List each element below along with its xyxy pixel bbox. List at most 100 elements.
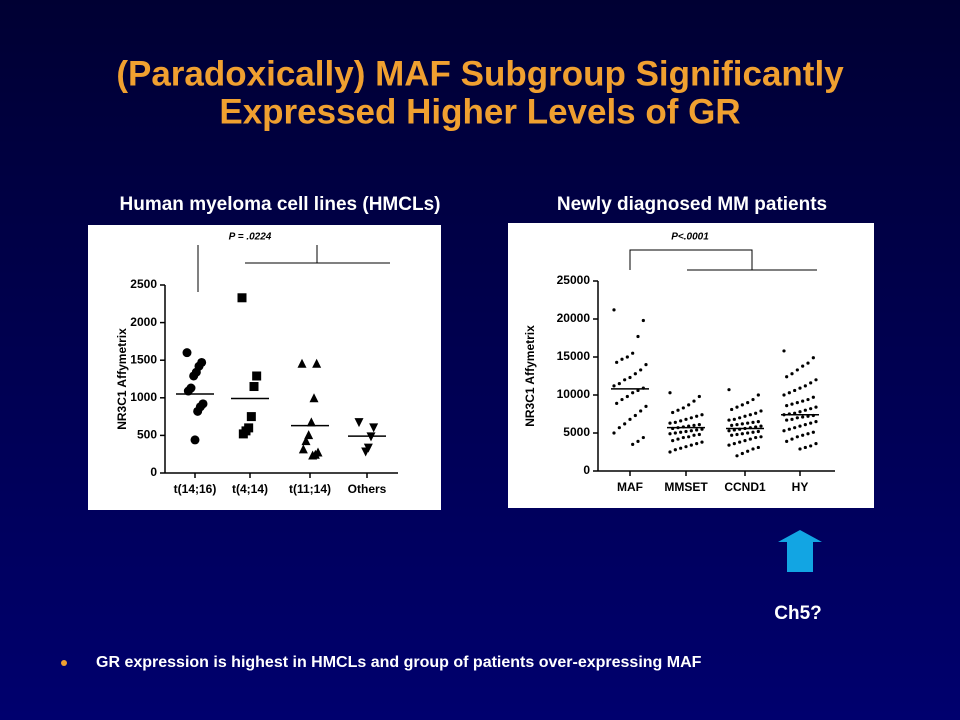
bullet-text: GR expression is highest in HMCLs and gr…: [96, 654, 702, 671]
y-axis-label: NR3C1 Affymetrix: [523, 325, 537, 427]
data-point: [684, 417, 688, 421]
y-tick-label: 500: [137, 428, 157, 442]
data-point: [354, 418, 364, 428]
data-point: [754, 411, 758, 415]
data-point: [798, 424, 802, 428]
data-point: [735, 405, 739, 409]
data-point: [615, 401, 619, 405]
data-point: [785, 439, 789, 443]
data-point: [676, 408, 680, 412]
data-point: [751, 420, 755, 424]
data-point: [679, 446, 683, 450]
x-tick-label: t(14;16): [174, 482, 217, 496]
y-tick-label: 2000: [130, 315, 157, 329]
data-point: [639, 409, 643, 413]
data-point: [628, 417, 632, 421]
data-point: [814, 442, 818, 446]
data-point: [803, 445, 807, 450]
data-point: [809, 381, 813, 385]
data-point: [798, 447, 802, 451]
data-point: [631, 442, 635, 446]
data-point: [782, 349, 786, 353]
data-point: [238, 429, 248, 439]
data-point: [687, 403, 691, 407]
data-point: [785, 404, 789, 408]
data-point: [625, 394, 629, 399]
data-point: [695, 414, 699, 418]
data-point: [689, 429, 693, 433]
data-point: [795, 435, 799, 439]
data-point: [727, 388, 731, 392]
data-point: [193, 406, 203, 416]
data-point: [306, 417, 316, 427]
plot-panel: [508, 223, 874, 508]
data-point: [801, 399, 805, 403]
data-point: [814, 420, 818, 424]
arrow-up: [778, 530, 822, 572]
data-point: [727, 429, 731, 433]
data-point: [361, 447, 371, 457]
data-point: [641, 435, 645, 440]
data-point: [237, 293, 247, 303]
data-point: [636, 439, 640, 443]
data-point: [735, 454, 739, 458]
data-point: [795, 368, 799, 372]
data-point: [297, 358, 307, 368]
data-point: [790, 417, 794, 421]
data-point: [684, 445, 688, 449]
data-point: [679, 430, 683, 434]
data-point: [612, 308, 616, 312]
data-point: [312, 358, 322, 368]
data-point: [620, 357, 624, 361]
data-point: [692, 399, 696, 403]
data-point: [754, 435, 758, 440]
data-point: [751, 397, 755, 402]
data-point: [743, 414, 747, 418]
annotation: P = .0224: [229, 232, 272, 243]
data-point: [790, 402, 794, 406]
data-point: [738, 440, 742, 444]
data-point: [740, 432, 744, 436]
y-tick-label: 20000: [557, 311, 591, 325]
data-point: [644, 363, 648, 367]
data-point: [623, 422, 627, 426]
chart-title: Human myeloma cell lines (HMCLs): [120, 194, 441, 215]
slide-title: Expressed Higher Levels of GR: [219, 92, 740, 131]
data-point: [793, 388, 797, 393]
data-point: [668, 432, 672, 436]
note: Ch5?: [774, 603, 822, 624]
x-tick-label: HY: [792, 480, 809, 494]
data-point: [636, 334, 640, 339]
data-point: [697, 432, 701, 437]
data-point: [795, 416, 799, 420]
data-point: [633, 413, 637, 418]
data-point: [727, 418, 731, 422]
data-point: [612, 431, 616, 435]
data-point: [617, 382, 621, 386]
data-point: [679, 419, 683, 423]
data-point: [756, 420, 760, 424]
data-point: [689, 416, 693, 420]
data-point: [811, 356, 815, 360]
data-point: [671, 410, 675, 415]
data-point: [695, 428, 699, 432]
x-tick-label: MMSET: [664, 480, 708, 494]
significance-bracket: [197, 245, 817, 292]
data-point: [727, 443, 731, 447]
data-point: [746, 449, 750, 453]
data-point: [814, 405, 818, 409]
data-point: [623, 378, 627, 382]
data-point: [673, 448, 677, 452]
data-point: [801, 433, 805, 437]
y-tick-label: 1000: [130, 390, 157, 404]
data-point: [748, 413, 752, 417]
data-point: [625, 355, 629, 359]
data-point: [644, 404, 648, 408]
slide-title: (Paradoxically) MAF Subgroup Significant…: [116, 54, 844, 93]
data-point: [668, 421, 672, 425]
data-point: [697, 423, 701, 427]
data-point: [782, 429, 786, 433]
data-point: [809, 444, 813, 448]
y-tick-label: 10000: [557, 387, 591, 401]
x-tick-label: MAF: [617, 480, 643, 494]
